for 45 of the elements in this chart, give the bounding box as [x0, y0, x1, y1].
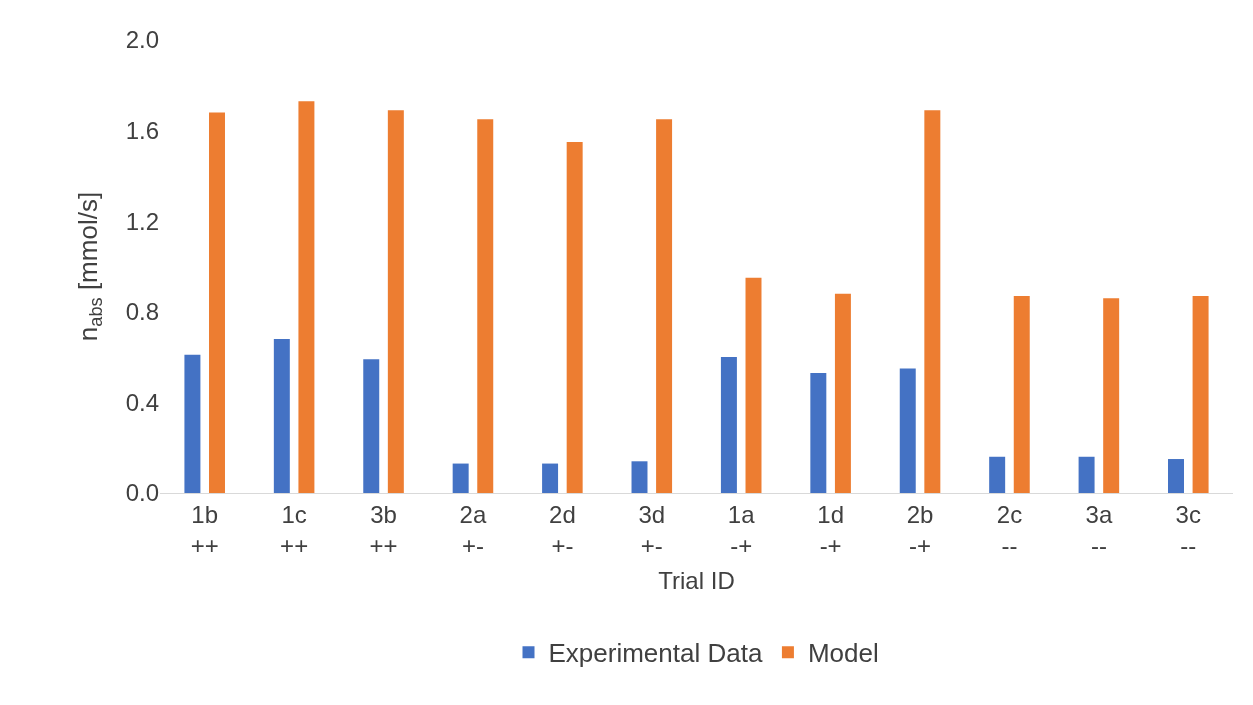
bar [209, 112, 225, 493]
x-tick-label: 3d +- [638, 500, 666, 559]
x-tick-label: 3b ++ [369, 500, 398, 559]
bar [924, 110, 941, 493]
x-tick-label: 2b -+ [906, 500, 934, 559]
x-tick-label: 1d -+ [817, 500, 844, 559]
y-tick-label: 0.0 [125, 479, 159, 507]
bar [745, 277, 762, 493]
bar [631, 461, 648, 493]
bar [720, 357, 737, 493]
x-tick-label: 1a -+ [727, 500, 756, 559]
x-tick-label: 2c -- [996, 500, 1023, 559]
x-tick-label: 1b ++ [190, 500, 219, 559]
x-axis-title: Trial ID [658, 567, 735, 595]
x-tick-label: 2a +- [459, 500, 487, 559]
bar [1192, 295, 1209, 493]
y-tick-label: 0.4 [125, 388, 159, 416]
bar [363, 359, 380, 493]
x-tick-label: 1c ++ [280, 500, 309, 559]
bar [810, 372, 827, 493]
bar [1013, 295, 1030, 493]
bar [834, 293, 851, 493]
bar [452, 463, 469, 493]
x-tick-label: 3a -- [1085, 500, 1113, 559]
bar [1078, 456, 1095, 493]
bar [542, 463, 559, 493]
y-tick-label: 1.6 [125, 117, 159, 144]
legend-label: Model [807, 638, 879, 669]
y-tick-label: 2.0 [125, 26, 159, 54]
bar [899, 368, 916, 493]
bar [1103, 298, 1120, 493]
bar [184, 354, 201, 493]
x-tick-label: 3c -- [1175, 500, 1201, 559]
bar [656, 119, 673, 493]
bar [298, 101, 315, 493]
bar [477, 119, 494, 493]
bar [989, 456, 1006, 493]
bar [1168, 459, 1184, 493]
y-tick-label: 1.2 [125, 207, 159, 235]
y-tick-label: 0.8 [125, 298, 159, 326]
bar [387, 110, 404, 493]
bar [566, 141, 583, 493]
x-tick-label: 2d +- [549, 500, 576, 559]
legend-label: Experimental Data [548, 638, 763, 669]
bar [273, 338, 290, 493]
